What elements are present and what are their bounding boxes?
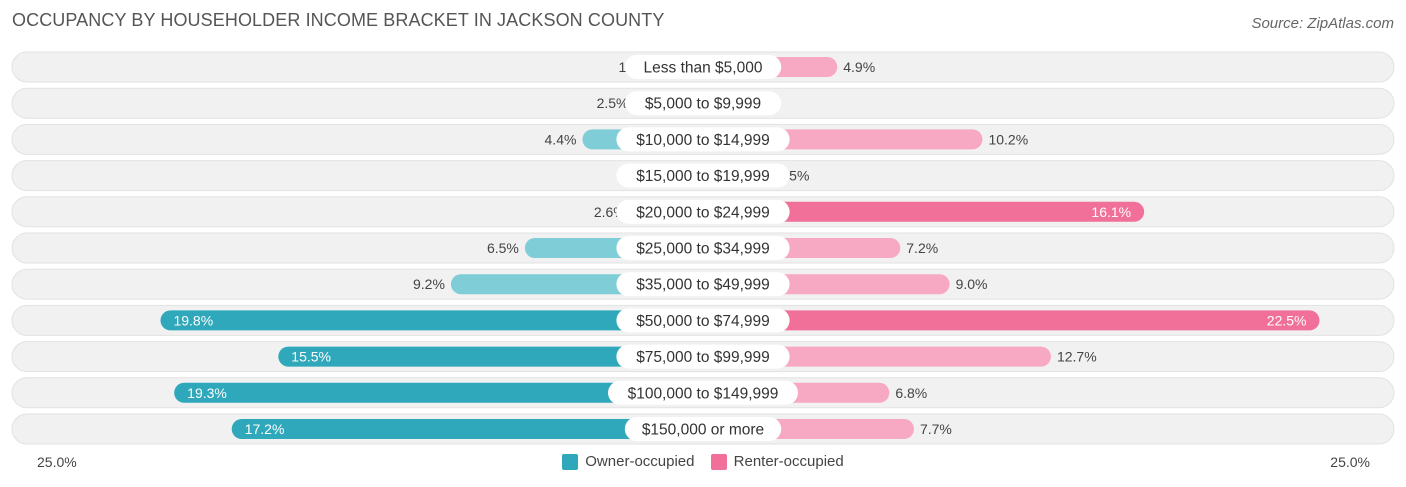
category-pill bbox=[608, 380, 798, 405]
category-pill bbox=[616, 272, 790, 297]
owner-value-label: 2.5% bbox=[597, 95, 629, 111]
legend-renter: Renter-occupied bbox=[710, 453, 844, 470]
category-pill bbox=[616, 308, 790, 333]
category-pill bbox=[616, 236, 790, 260]
owner-value-label: 19.3% bbox=[187, 385, 227, 401]
owner-value-label: 15.5% bbox=[291, 349, 331, 365]
renter-bar bbox=[703, 201, 1145, 222]
legend-owner: Owner-occupied bbox=[562, 453, 694, 470]
renter-value-label: 10.2% bbox=[988, 131, 1028, 147]
owner-value-label: 4.4% bbox=[545, 131, 577, 147]
category-label: $5,000 to $9,999 bbox=[645, 96, 761, 113]
category-pill bbox=[624, 55, 782, 79]
owner-bar bbox=[278, 346, 703, 367]
legend-renter-label: Renter-occupied bbox=[733, 453, 844, 470]
diverging-bar-chart: 1.7%4.9%Less than $5,0002.5%0.51%$5,000 … bbox=[11, 51, 1395, 445]
legend-owner-swatch bbox=[562, 453, 579, 470]
category-label: $15,000 to $19,999 bbox=[636, 168, 770, 185]
renter-value-label: 4.9% bbox=[843, 59, 875, 75]
category-label: $25,000 to $34,999 bbox=[636, 241, 770, 258]
renter-value-label: 22.5% bbox=[1267, 312, 1307, 328]
renter-value-label: 12.7% bbox=[1057, 349, 1097, 365]
category-pill bbox=[616, 127, 790, 152]
chart-title: OCCUPANCY BY HOUSEHOLDER INCOME BRACKET … bbox=[12, 10, 665, 30]
renter-bar bbox=[703, 346, 1051, 367]
category-label: $150,000 or more bbox=[642, 422, 764, 439]
owner-value-label: 17.2% bbox=[245, 421, 285, 437]
renter-bar bbox=[703, 310, 1320, 331]
category-pill bbox=[616, 199, 790, 224]
category-label: $50,000 to $74,999 bbox=[636, 313, 770, 330]
legend: Owner-occupied Renter-occupied bbox=[0, 453, 1406, 474]
axis-left-label: 25.0% bbox=[37, 454, 77, 470]
category-pill bbox=[616, 344, 790, 369]
owner-bar bbox=[160, 310, 704, 331]
category-label: Less than $5,000 bbox=[644, 60, 763, 77]
category-label: $10,000 to $14,999 bbox=[636, 132, 770, 149]
axis-right-label: 25.0% bbox=[1330, 454, 1370, 470]
category-pill bbox=[624, 417, 782, 441]
category-label: $20,000 to $24,999 bbox=[636, 204, 770, 221]
source-note: Source: ZipAtlas.com bbox=[1251, 15, 1394, 32]
category-pill bbox=[624, 91, 782, 116]
renter-value-label: 6.8% bbox=[895, 385, 927, 401]
renter-value-label: 9.0% bbox=[956, 276, 988, 292]
owner-bar bbox=[174, 382, 703, 403]
owner-value-label: 9.2% bbox=[413, 276, 445, 292]
renter-value-label: 16.1% bbox=[1091, 204, 1131, 220]
category-label: $100,000 to $149,999 bbox=[628, 385, 779, 402]
legend-renter-swatch bbox=[710, 453, 727, 470]
category-label: $35,000 to $49,999 bbox=[636, 277, 770, 294]
owner-value-label: 19.8% bbox=[173, 312, 213, 328]
owner-bar bbox=[231, 419, 703, 439]
renter-value-label: 7.7% bbox=[920, 421, 952, 437]
owner-value-label: 6.5% bbox=[487, 240, 519, 256]
category-label: $75,000 to $99,999 bbox=[636, 349, 770, 366]
category-pill bbox=[616, 163, 790, 188]
legend-owner-label: Owner-occupied bbox=[585, 453, 695, 470]
renter-value-label: 7.2% bbox=[906, 240, 938, 256]
